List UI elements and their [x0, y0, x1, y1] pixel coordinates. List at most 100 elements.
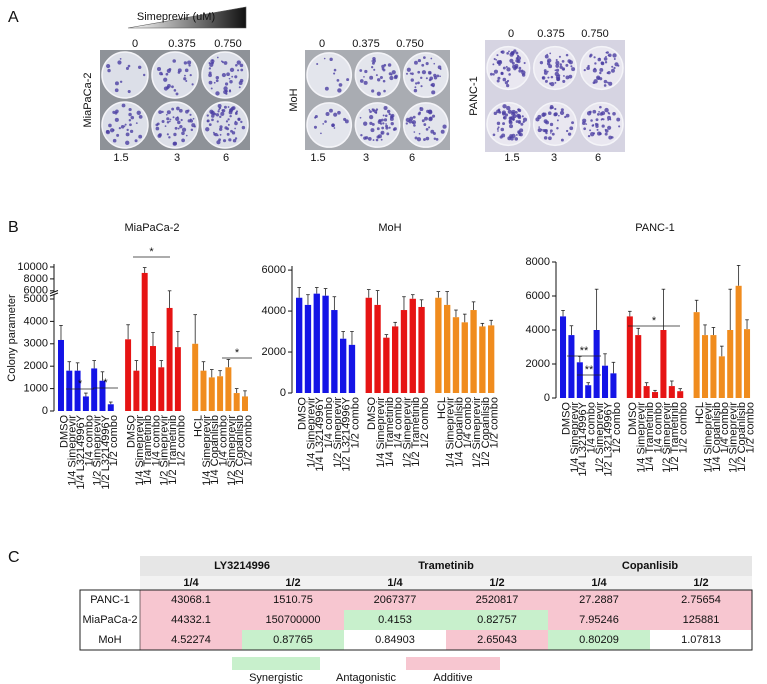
x-tick-label: DMSO: [627, 402, 639, 435]
table-value: 2520817: [476, 594, 519, 606]
bar: [58, 339, 64, 411]
colony: [503, 115, 507, 120]
x-tick-label: 1/4 Simeprevir: [636, 402, 648, 473]
x-tick-label: 1/4 L3214996Y: [314, 396, 326, 471]
x-tick-label: 1/4 Simeprevir: [569, 402, 581, 473]
table-cell: [446, 590, 548, 610]
colony: [554, 112, 558, 116]
colony: [235, 63, 238, 67]
bar: [435, 297, 442, 393]
well: [306, 52, 353, 98]
axis-break: [49, 292, 59, 297]
colony: [424, 116, 428, 121]
colony: [421, 70, 427, 75]
colony: [518, 69, 522, 73]
colony: [517, 114, 522, 118]
colony: [112, 129, 115, 132]
colony: [509, 124, 514, 129]
bar: [331, 310, 338, 393]
dose-label: 0: [319, 38, 325, 50]
colony: [129, 123, 132, 127]
colony: [590, 119, 593, 122]
colony: [522, 117, 528, 122]
colony: [161, 120, 165, 124]
colony: [313, 125, 317, 129]
colony: [500, 127, 505, 132]
colony: [363, 136, 367, 140]
colony: [414, 86, 417, 89]
colony: [371, 122, 375, 126]
table-cell: [446, 630, 548, 650]
legend-label: Synergistic: [249, 672, 303, 684]
colony: [379, 75, 383, 79]
x-tick-label: 1/2 Simeprevir: [401, 397, 413, 468]
y-tick-label: 0: [280, 387, 286, 399]
colony: [508, 116, 513, 120]
colony: [421, 63, 425, 67]
x-tick-label: 1/4 Trametinib: [644, 402, 656, 472]
colony: [125, 140, 130, 145]
x-tick-label: 1/2 combo: [744, 402, 756, 453]
colony: [219, 127, 223, 131]
colony: [343, 117, 347, 121]
dose-label: 1.5: [113, 152, 128, 164]
colony: [369, 121, 373, 125]
bar: [727, 330, 734, 398]
colony: [601, 111, 606, 116]
colony: [208, 80, 213, 85]
colony: [558, 74, 561, 77]
table-value: 44332.1: [171, 614, 211, 626]
bar: [374, 304, 381, 393]
y-tick-label: 1000: [24, 383, 48, 395]
table-value: 1.07813: [681, 634, 721, 646]
colony: [586, 66, 590, 71]
colony: [125, 132, 130, 137]
colony: [502, 104, 507, 109]
colony: [368, 109, 371, 111]
colony: [383, 89, 386, 93]
colony: [320, 132, 322, 135]
colony: [240, 68, 244, 72]
colony: [371, 66, 374, 69]
colony: [331, 123, 335, 128]
colony: [543, 112, 547, 116]
colony: [236, 60, 241, 65]
colony: [192, 117, 195, 120]
cell-line-label: MiaPaCa-2: [82, 72, 94, 127]
colony: [213, 112, 217, 116]
colony: [184, 74, 186, 77]
y-tick-label: 6000: [262, 264, 286, 276]
colony: [222, 139, 227, 143]
x-tick-label: HCL: [694, 402, 706, 424]
colony: [502, 122, 506, 126]
colony: [432, 85, 435, 88]
colony: [614, 62, 619, 67]
x-tick-label: 1/2 Simeprevir: [226, 415, 238, 486]
bar: [383, 337, 390, 393]
bar: [133, 370, 140, 411]
bar: [313, 293, 320, 393]
colony: [219, 133, 222, 136]
x-tick-label: 1/2 Simeprevir: [159, 415, 171, 486]
colony: [237, 117, 241, 121]
colony: [376, 78, 381, 82]
colony: [359, 69, 363, 72]
colony: [493, 69, 499, 74]
colony: [360, 133, 363, 137]
colony: [234, 137, 238, 140]
panel-label: C: [8, 549, 20, 566]
bar: [635, 335, 642, 398]
bar: [444, 304, 451, 393]
colony: [542, 114, 544, 117]
colony: [492, 133, 496, 137]
bar: [166, 307, 173, 411]
y-tick-label: 8000: [24, 273, 48, 285]
colony: [118, 126, 121, 130]
colony: [359, 79, 364, 83]
colony: [124, 123, 127, 126]
colony: [508, 119, 511, 122]
colony: [523, 61, 526, 65]
colony: [369, 110, 372, 114]
colony: [569, 126, 574, 131]
